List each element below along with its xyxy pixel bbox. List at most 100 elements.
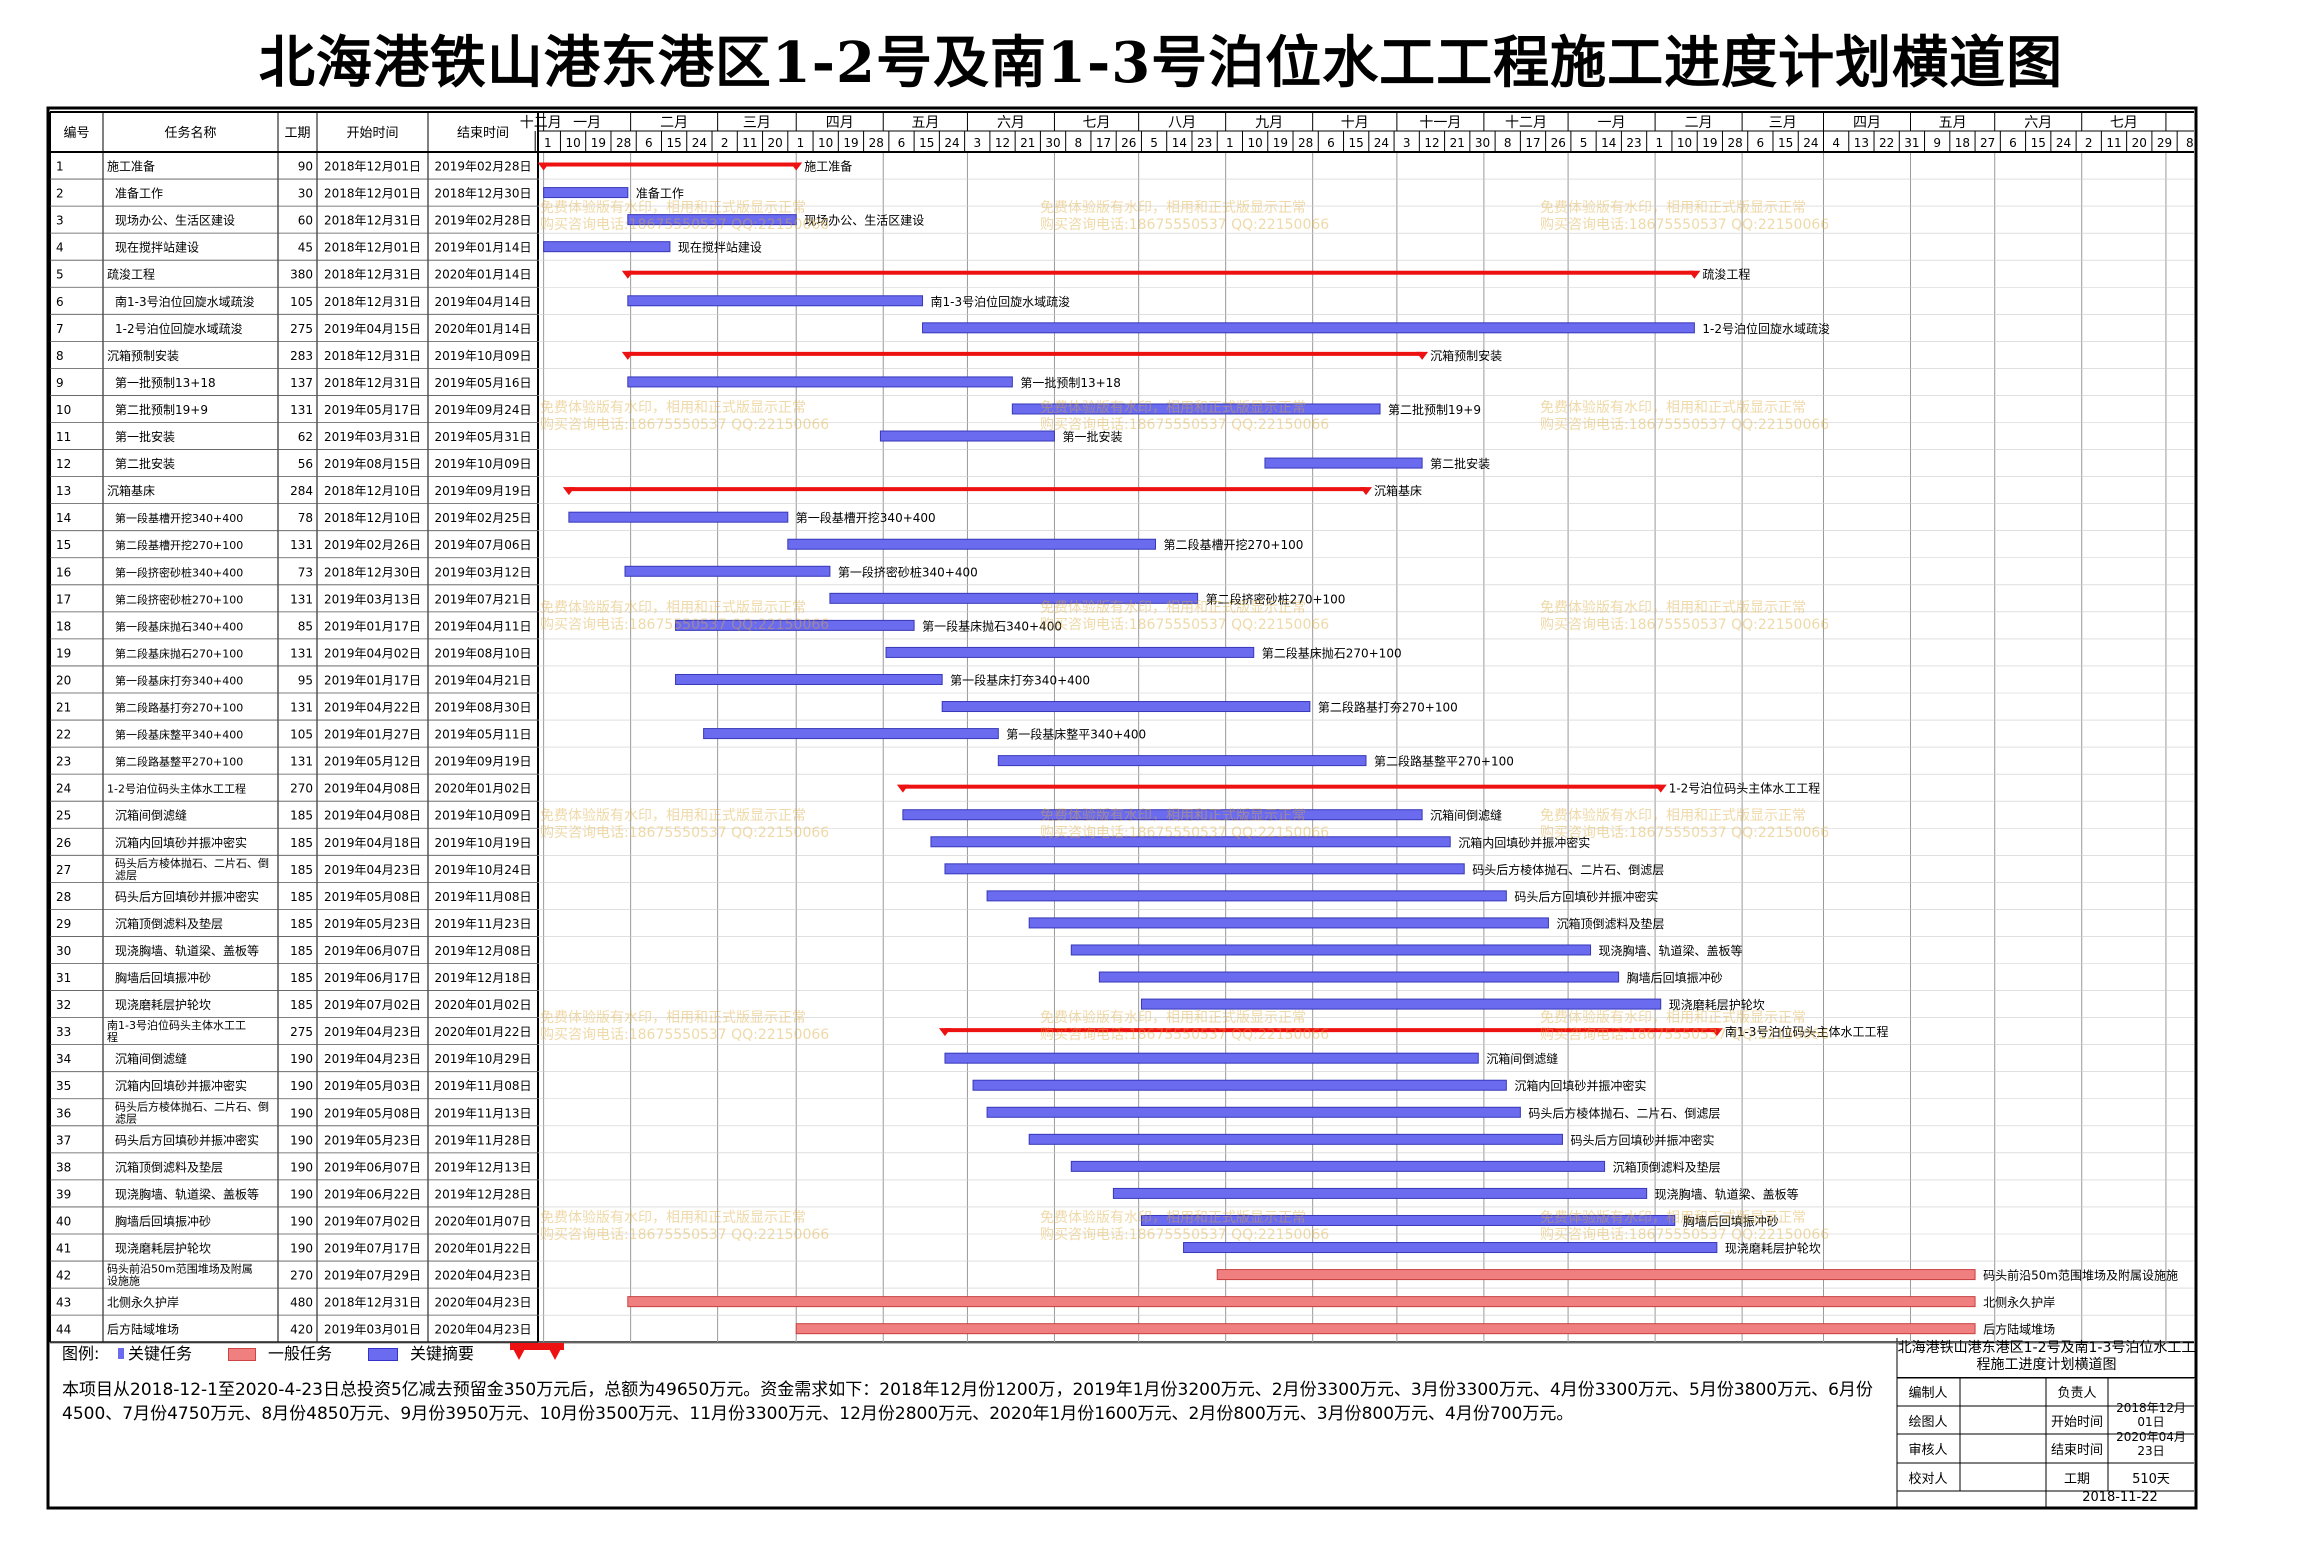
table-row: 26 沉箱内回填砂并振冲密实 185 2019年04月18日 2019年10月19日: [50, 835, 2194, 856]
key-task-bar: [944, 863, 1465, 875]
cell-name: 南1-3号泊位码头主体水工工: [107, 1018, 246, 1032]
task-bar-group: 胸墙后回填振冲砂: [1140, 1213, 1779, 1228]
cell-id: 31: [56, 971, 71, 985]
day-tick-label: 10: [565, 136, 580, 150]
key-task-bar: [986, 1106, 1521, 1118]
bar-label: 现浇胸墙、轨道梁、盖板等: [1655, 1186, 1799, 1201]
cell-end: 2019年04月14日: [434, 295, 531, 309]
cell-id: 19: [56, 646, 71, 660]
cell-duration: 105: [290, 295, 313, 309]
key-task-bar: [627, 376, 1013, 388]
table-row: 22 第一段基床整平340+400 105 2019年01月27日 2019年05月11…: [50, 728, 2194, 748]
table-row: 42 码头前沿50m范围堆场及附属设施施 270 2019年07月29日 2020年04…: [50, 1262, 2194, 1289]
key-task-bar: [879, 430, 1055, 442]
month-label: 一月: [1598, 115, 1626, 131]
cell-id: 21: [56, 701, 71, 715]
key-task-bar: [675, 673, 943, 685]
key-task-bar: [1183, 1242, 1718, 1254]
cell-name: 沉箱内回填砂并振冲密实: [115, 835, 247, 850]
cell-end: 2019年11月28日: [434, 1133, 531, 1147]
cell-id: 32: [56, 998, 71, 1012]
summary-end-marker: [1710, 1028, 1723, 1037]
cell-start: 2019年04月23日: [324, 1025, 421, 1039]
cell-end: 2020年01月02日: [434, 782, 531, 796]
cell-duration: 190: [290, 1052, 313, 1066]
table-row: 40 胸墙后回填振冲砂 190 2019年07月02日 2020年01月07日: [50, 1213, 2194, 1235]
cell-end: 2019年01月14日: [434, 241, 531, 255]
task-bar-group: 沉箱内回填砂并振冲密实: [930, 835, 1590, 850]
table-row: 20 第一段基床打夯340+400 95 2019年01月17日 2019年04月21日: [50, 673, 2194, 694]
table-row: 24 1-2号泊位码头主体水工工程 270 2019年04月08日 2020年01月02…: [50, 782, 2194, 802]
day-tick-label: 3: [1403, 136, 1411, 150]
task-bar-group: 准备工作: [543, 187, 684, 201]
cell-id: 35: [56, 1079, 71, 1093]
day-tick-label: 6: [1757, 136, 1765, 150]
cell-duration: 185: [290, 809, 313, 823]
table-row: 15 第二段基槽开挖270+100 131 2019年02月26日 2019年07月06…: [50, 538, 2194, 559]
key-task-bar: [930, 836, 1451, 848]
cell-end: 2019年05月11日: [434, 728, 531, 742]
key-task-bar: [902, 809, 1423, 821]
cell-end: 2019年12月08日: [434, 944, 531, 958]
cell-id: 28: [56, 890, 71, 904]
day-tick-label: 2: [721, 136, 729, 150]
cell-start: 2019年07月17日: [324, 1242, 421, 1256]
cell-id: 44: [56, 1323, 71, 1337]
summary-bar: [543, 162, 797, 167]
summary-bar: [627, 270, 1695, 275]
task-bar-group: 码头后方棱体抛石、二片石、倒滤层: [944, 862, 1664, 877]
cell-duration: 190: [290, 1214, 313, 1228]
summary-start-marker: [562, 487, 575, 496]
cell-name: 第二批预制19+9: [115, 402, 208, 417]
info-end-date: 2020年04月23日: [2116, 1430, 2186, 1458]
task-bar-group: 后方陆域堆场: [795, 1322, 2055, 1337]
key-task-bar: [1264, 457, 1423, 469]
day-tick-label: 24: [692, 136, 707, 150]
cell-end: 2019年11月23日: [434, 917, 531, 931]
legend-summary-swatch: [368, 1348, 398, 1361]
month-label: 七月: [2110, 115, 2138, 131]
bar-label: 第一段基床打夯340+400: [950, 672, 1090, 687]
day-tick-label: 20: [768, 136, 783, 150]
summary-start-marker: [537, 162, 550, 171]
table-row: 8 沉箱预制安装 283 2018年12月31日 2019年10月09日: [50, 348, 2194, 369]
cell-id: 20: [56, 673, 71, 687]
cell-start: 2019年04月15日: [324, 322, 421, 336]
cell-end: 2019年10月24日: [434, 863, 531, 877]
cell-name: 准备工作: [115, 187, 163, 201]
table-row: 18 第一段基床抛石340+400 85 2019年01月17日 2019年04月11日: [50, 619, 2194, 640]
cell-start: 2019年06月17日: [324, 971, 421, 985]
day-tick-label: 10: [1247, 136, 1262, 150]
day-tick-label: 5: [1580, 136, 1588, 150]
key-task-bar: [1028, 917, 1549, 929]
bar-label: 第二批预制19+9: [1388, 402, 1481, 417]
cell-duration: 275: [290, 322, 313, 336]
cell-id: 39: [56, 1187, 71, 1201]
task-bar-group: 沉箱间倒滤缝: [944, 1051, 1558, 1066]
summary-start-marker: [621, 270, 634, 279]
task-bar-group: 码头后方棱体抛石、二片石、倒滤层: [986, 1105, 1720, 1120]
table-row: 33 南1-3号泊位码头主体水工工程 275 2019年04月23日 2020年01月2…: [50, 1018, 2194, 1046]
task-bar-group: 胸墙后回填振冲砂: [1098, 970, 1723, 985]
month-label: 二月: [660, 115, 688, 131]
bar-label: 第二段基槽开挖270+100: [1163, 537, 1303, 552]
cell-id: 43: [56, 1296, 71, 1310]
key-task-bar: [1098, 971, 1620, 983]
bar-label: 第二段基床抛石270+100: [1262, 645, 1402, 660]
day-tick-label: 31: [1904, 136, 1919, 150]
bar-label: 沉箱顶倒滤料及垫层: [1613, 1159, 1721, 1174]
day-tick-label: 30: [1045, 136, 1060, 150]
task-bar-group: 第一批安装: [879, 429, 1122, 444]
info-start-date: 2018年12月01日: [2116, 1401, 2186, 1429]
bar-label: 第二段路基整平270+100: [1374, 754, 1514, 769]
day-tick-label: 11: [2106, 136, 2121, 150]
info-label-checker: 校对人: [1908, 1472, 1948, 1487]
day-tick-label: 28: [869, 136, 884, 150]
day-tick-label: 14: [1172, 136, 1187, 150]
cell-name: 沉箱基床: [107, 483, 155, 498]
table-row: 30 现浇胸墙、轨道梁、盖板等 185 2019年06月07日 2019年12月08日: [50, 943, 2194, 964]
info-label-owner: 负责人: [2057, 1386, 2097, 1401]
cell-name: 现场办公、生活区建设: [115, 213, 235, 228]
task-bar-group: 码头后方回填砂并振冲密实: [986, 889, 1658, 904]
bar-label: 南1-3号泊位回旋水域疏浚: [931, 294, 1071, 309]
